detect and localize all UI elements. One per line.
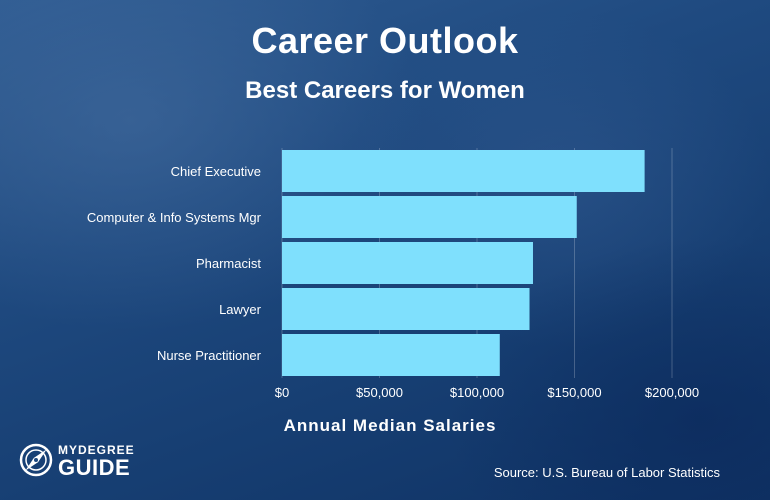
x-tick-label: $100,000 [450,385,504,400]
bar [282,150,645,192]
bar [282,196,577,238]
bar [282,334,500,376]
x-tick-label: $0 [275,385,289,400]
tick-labels: $0 $50,000 $100,000 $150,000 $200,000 [275,385,699,400]
x-tick-label: $50,000 [356,385,403,400]
x-tick-label: $200,000 [645,385,699,400]
category-label: Chief Executive [171,164,261,179]
category-label: Nurse Practitioner [157,348,262,363]
logo-text-bottom: GUIDE [58,455,131,480]
bars [282,150,645,376]
source-note: Source: U.S. Bureau of Labor Statistics [493,465,720,480]
brand-logo: MYDEGREE GUIDE [18,440,148,482]
chart-title: Career Outlook [251,20,519,61]
category-label: Pharmacist [196,256,261,271]
x-axis-label: Annual Median Salaries [283,416,497,435]
bar [282,288,530,330]
category-labels: Chief Executive Computer & Info Systems M… [87,164,262,363]
category-label: Lawyer [219,302,262,317]
chart-subtitle: Best Careers for Women [245,77,525,104]
bar [282,242,533,284]
logo-text-top: MYDEGREE [58,443,135,457]
compass-icon [19,443,53,477]
x-tick-label: $150,000 [547,385,601,400]
category-label: Computer & Info Systems Mgr [87,210,262,225]
